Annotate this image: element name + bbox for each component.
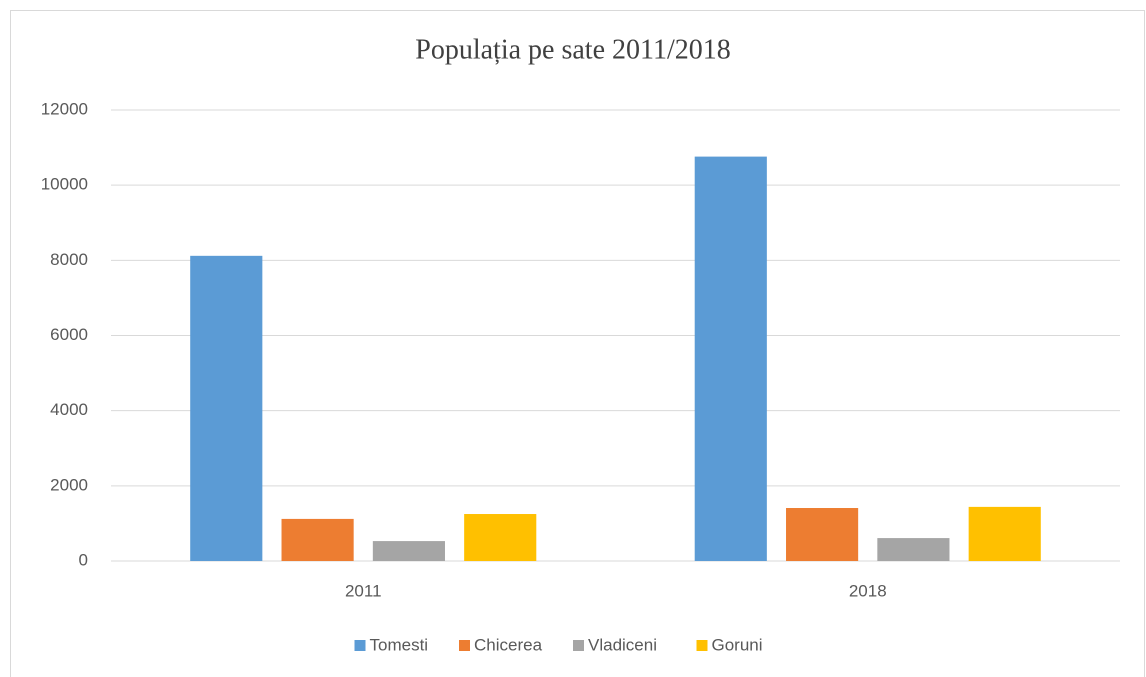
x-tick-label: 2011 bbox=[345, 581, 382, 600]
legend-swatch bbox=[459, 640, 470, 651]
bar bbox=[786, 508, 859, 561]
y-tick-label: 10000 bbox=[41, 175, 88, 194]
bar bbox=[694, 156, 767, 561]
chart-title: Populația pe sate 2011/2018 bbox=[415, 34, 730, 65]
legend-label: Tomesti bbox=[370, 635, 429, 654]
y-tick-label: 2000 bbox=[50, 475, 88, 494]
bar bbox=[464, 514, 537, 561]
legend-label: Vladiceni bbox=[588, 635, 657, 654]
legend-swatch bbox=[696, 640, 708, 651]
y-tick-label: 4000 bbox=[50, 400, 88, 419]
bar bbox=[372, 541, 445, 561]
x-tick-label: 2018 bbox=[849, 581, 887, 600]
legend-label: Goruni bbox=[712, 635, 763, 654]
y-tick-label: 8000 bbox=[50, 250, 88, 269]
legend-swatch bbox=[573, 640, 584, 651]
bar bbox=[877, 538, 950, 561]
bar bbox=[190, 255, 263, 561]
legend-label: Chicerea bbox=[474, 635, 543, 654]
y-tick-label: 0 bbox=[79, 550, 88, 569]
bar bbox=[281, 518, 354, 561]
bar bbox=[968, 506, 1041, 561]
y-tick-label: 6000 bbox=[50, 325, 88, 344]
y-tick-label: 12000 bbox=[41, 99, 88, 118]
legend-swatch bbox=[354, 640, 366, 651]
